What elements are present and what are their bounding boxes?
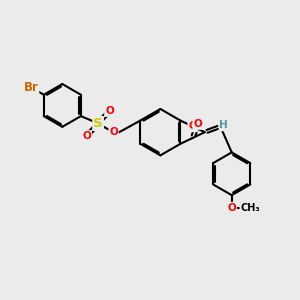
Text: O: O <box>227 203 236 213</box>
Text: Br: Br <box>23 81 38 94</box>
Text: O: O <box>188 122 197 131</box>
Text: H: H <box>219 120 228 130</box>
Text: O: O <box>194 119 202 129</box>
Text: O: O <box>105 106 114 116</box>
Text: O: O <box>82 131 91 141</box>
Text: O: O <box>109 128 118 137</box>
Text: CH₃: CH₃ <box>240 203 260 213</box>
Text: S: S <box>93 117 103 130</box>
